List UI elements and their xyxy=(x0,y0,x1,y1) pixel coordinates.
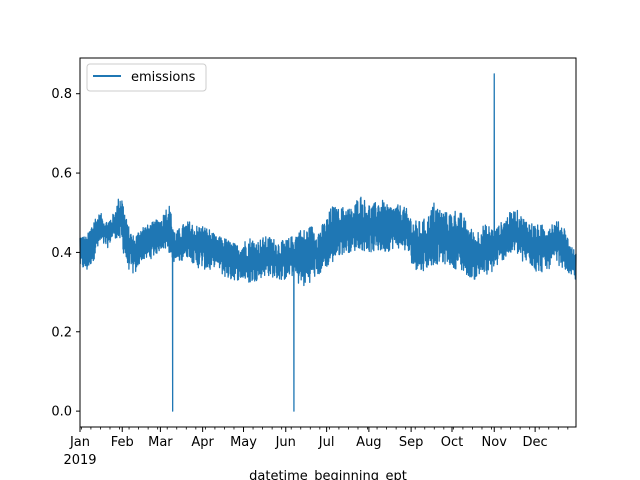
legend-box xyxy=(86,63,207,92)
y-tick-label: 0.4 xyxy=(51,246,72,261)
series-line-emissions xyxy=(79,73,577,412)
plot-frame xyxy=(79,57,577,428)
x-tick-label: Jan xyxy=(69,435,90,450)
plot-area xyxy=(79,73,577,412)
x-tick-label: Sep xyxy=(399,435,424,450)
y-tick-label: 0.2 xyxy=(51,325,72,340)
x-tick-label: Feb xyxy=(111,435,134,450)
y-tick-label: 0.8 xyxy=(51,87,72,102)
x-tick-label: Dec xyxy=(523,435,548,450)
legend-label-emissions: emissions xyxy=(131,70,196,85)
x-tick-label: Jul xyxy=(318,435,335,450)
x-tick-label: May xyxy=(230,435,257,450)
x-tick-label: Mar xyxy=(148,435,173,450)
legend: emissions xyxy=(86,63,207,92)
x-year-label: 2019 xyxy=(63,453,96,468)
x-tick-label: Aug xyxy=(356,435,381,450)
y-axis: 0.0 0.2 0.4 0.6 0.8 xyxy=(51,87,80,420)
x-tick-label: Apr xyxy=(191,435,214,450)
x-axis-label: datetime_beginning_ept xyxy=(249,469,407,480)
x-tick-label: Nov xyxy=(482,435,508,450)
y-tick-label: 0.0 xyxy=(51,405,72,420)
x-tick-label: Oct xyxy=(441,435,463,450)
x-tick-label: Jun xyxy=(275,435,296,450)
y-tick-label: 0.6 xyxy=(51,167,72,182)
x-axis: Jan Feb Mar Apr May Jun Jul Aug Sep Oct Nov Dec xyxy=(69,427,569,450)
